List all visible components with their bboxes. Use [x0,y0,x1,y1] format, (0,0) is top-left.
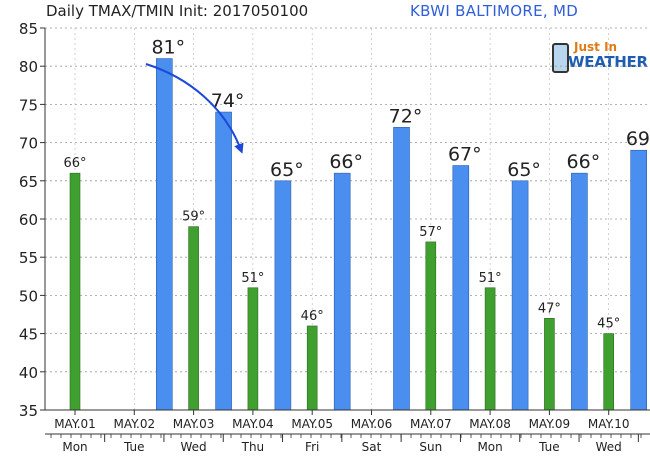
x-day-label: Fri [305,440,319,454]
y-tick-label: 65 [19,173,38,191]
x-date-label: MAY.08 [469,417,511,431]
y-tick-label: 55 [19,249,38,267]
y-tick-label: 45 [19,326,38,344]
x-date-label: MAY.10 [588,417,630,431]
tmin-value-label: 66° [63,156,86,171]
tmin-bar [425,241,437,411]
tmax-value-label: 72° [389,105,423,127]
tmin-bar [484,287,496,411]
x-date-label: MAY.01 [54,417,96,431]
x-date-label: MAY.07 [410,417,452,431]
y-tick-label: 75 [19,96,38,114]
tmin-bar [544,318,555,411]
x-date-label: MAY.09 [529,417,571,431]
tmax-value-label: 67° [448,144,482,166]
y-tick-label: 50 [19,287,38,305]
tmin-bar [306,325,318,411]
tmin-value-label: 59° [182,210,205,225]
tmax-value-label: 74° [211,90,245,112]
tmax-bar [215,111,232,411]
x-day-label: Wed [181,440,207,454]
tmin-bar [188,226,199,411]
tmin-bar [247,287,259,411]
trend-arrow [145,63,244,154]
tmax-bar [452,165,470,411]
logo-text-bottom: WEATHER [568,53,648,71]
x-date-label: MAY.05 [291,417,333,431]
tmin-value-label: 47° [538,301,561,316]
tmax-bar [156,58,173,411]
tmin-bar [603,333,615,411]
x-date-label: MAY.06 [351,417,393,431]
y-tick-label: 85 [19,20,38,38]
x-date-label: MAY.04 [232,417,274,431]
tmax-value-label: 66° [329,151,363,173]
tmax-bar [511,180,529,411]
tmin-value-label: 57° [419,225,442,240]
tmax-value-label: 81° [151,37,185,59]
x-date-label: MAY.02 [113,417,155,431]
tmax-value-label: 65° [270,159,304,181]
station-name: KBWI BALTIMORE, MD [410,2,579,20]
x-day-label: Tue [123,440,145,454]
x-day-label: Sun [419,440,442,454]
tmin-bar [69,172,81,411]
x-date-label: MAY.03 [173,417,215,431]
y-tick-label: 80 [19,58,38,76]
tmax-bar [333,172,351,411]
tmin-value-label: 51° [479,271,502,286]
tmin-value-label: 51° [241,271,264,286]
y-tick-label: 60 [19,211,38,229]
tmax-value-label: 65° [507,159,541,181]
tmax-bar [571,172,588,411]
axes: 35 40 45 50 55 60 65 70 75 80 85 MAY.01 Mon MAY.02 Tue… [19,20,650,454]
x-day-label: Sat [362,440,382,454]
just-in-weather-logo: Just In WEATHER [548,40,648,74]
tmin-value-label: 45° [597,317,620,332]
tmax-value-label: 69° [626,128,650,150]
x-day-label: Wed [596,440,622,454]
x-day-label: Tue [538,440,560,454]
tmax-bar [630,149,648,411]
y-tick-label: 70 [19,135,38,153]
tmin-value-label: 46° [301,309,324,324]
tmax-value-label: 66° [567,151,601,173]
bars [69,58,648,411]
value-labels: 66°59°51°46°57°51°47°45°47°49°81°74°65°6… [63,37,650,332]
chart-title: Daily TMAX/TMIN Init: 2017050100 [46,2,309,20]
x-day-label: Thu [241,440,265,454]
x-day-label: Mon [62,440,87,454]
tmax-bar [274,180,292,411]
logo-text-top: Just In [574,40,618,54]
tmax-bar [393,127,410,411]
y-tick-label: 35 [19,402,38,420]
x-day-label: Mon [477,440,502,454]
phone-icon [552,43,569,73]
y-tick-label: 40 [19,364,38,382]
